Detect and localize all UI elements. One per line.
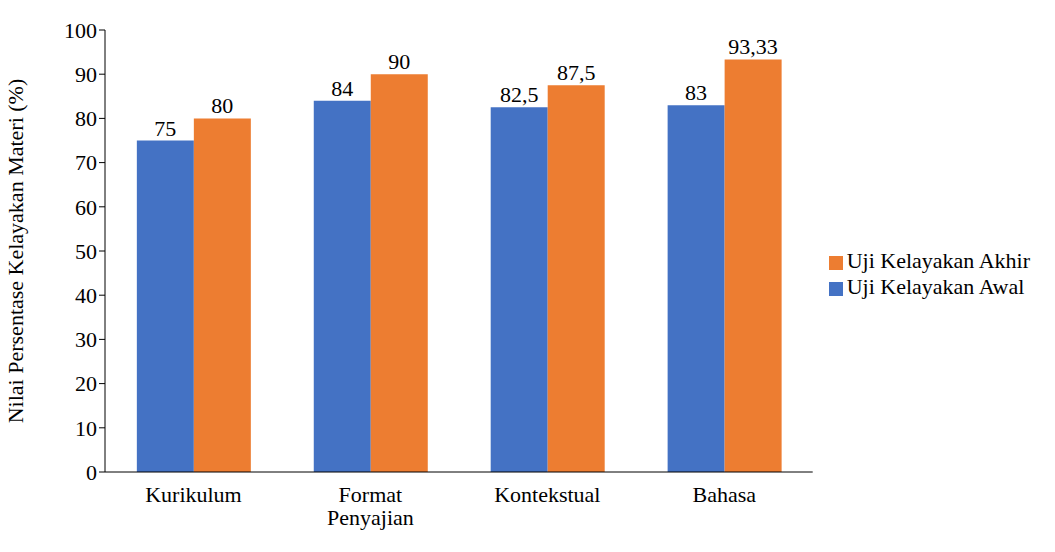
svg-text:10: 10 (75, 416, 97, 441)
svg-text:80: 80 (75, 106, 97, 131)
svg-text:30: 30 (75, 327, 97, 352)
svg-text:82,5: 82,5 (500, 82, 539, 107)
svg-text:60: 60 (75, 195, 97, 220)
svg-text:50: 50 (75, 239, 97, 264)
html-text:Uji Kelayakan Akhir: Uji Kelayakan Akhir (846, 248, 1030, 273)
svg-text:90: 90 (75, 62, 97, 87)
svg-text:Bahasa: Bahasa (692, 482, 756, 507)
svg-text:0: 0 (86, 460, 97, 485)
svg-text:90: 90 (388, 49, 410, 74)
svg-text:93,33: 93,33 (728, 34, 778, 59)
svg-text:Nilai Persentase Kelayakan Mat: Nilai Persentase Kelayakan Materi (%) (3, 79, 28, 424)
svg-text:80: 80 (211, 93, 233, 118)
svg-text:75: 75 (154, 116, 176, 141)
html-text:Uji Kelayakan Awal: Uji Kelayakan Awal (846, 274, 1025, 299)
svg-text:84: 84 (331, 76, 353, 101)
svg-text:Kontekstual: Kontekstual (494, 482, 600, 507)
svg-text:FormatPenyajian: FormatPenyajian (327, 482, 414, 530)
svg-text:100: 100 (64, 18, 97, 43)
svg-text:40: 40 (75, 283, 97, 308)
svg-text:83: 83 (685, 80, 707, 105)
svg-text:20: 20 (75, 371, 97, 396)
svg-text:70: 70 (75, 150, 97, 175)
svg-text:87,5: 87,5 (557, 60, 596, 85)
svg-text:Kurikulum: Kurikulum (145, 482, 242, 507)
